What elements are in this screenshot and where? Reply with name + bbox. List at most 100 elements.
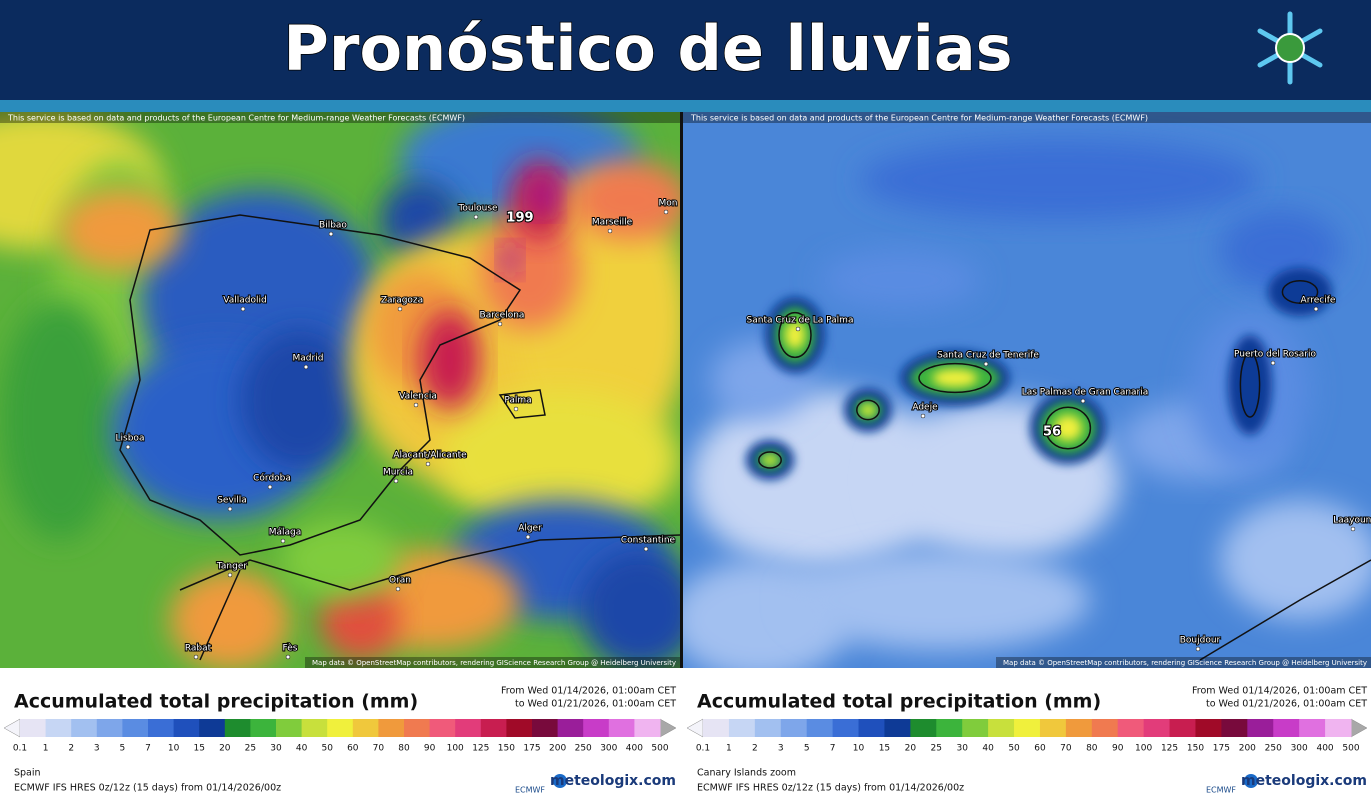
legend-tick: 3	[94, 744, 100, 754]
legend-tick: 60	[1034, 744, 1046, 754]
legend-tick: 90	[424, 744, 436, 754]
legend-cell	[71, 719, 98, 737]
place-label: Fès	[283, 643, 298, 654]
legend-cell	[806, 719, 834, 737]
place-dot	[1080, 398, 1086, 404]
legend-tick: 30	[270, 744, 282, 754]
coastline	[778, 311, 812, 359]
legend-tick: 1	[43, 744, 49, 754]
place-label: Alger	[518, 524, 542, 534]
place-label: Bilbao	[319, 221, 347, 231]
place-label: Lisboa	[116, 434, 145, 444]
legend-cell	[301, 719, 328, 737]
legend-cell	[20, 719, 47, 737]
legend-cell	[1014, 719, 1041, 737]
brand: meteologix.com	[550, 773, 676, 789]
legend-tick: 20	[219, 744, 231, 754]
place-dot	[525, 534, 531, 540]
place-label: Alacant/Alicante	[393, 451, 467, 461]
legend-tick: 5	[804, 744, 810, 754]
legend-tick: 5	[120, 744, 126, 754]
legend-tick: 175	[1213, 744, 1230, 754]
place-dot	[227, 506, 233, 512]
place-dot	[1350, 526, 1356, 532]
legend-tick: 100	[1135, 744, 1152, 754]
snow-logo	[1257, 11, 1323, 85]
legend-cell	[506, 719, 533, 737]
rain-area	[580, 550, 680, 668]
place-dot	[513, 406, 519, 412]
brand: meteologix.com	[1241, 773, 1367, 789]
legend-tick: 50	[321, 744, 333, 754]
legend-cell	[276, 719, 303, 737]
coastline	[119, 214, 680, 661]
place-dot	[285, 654, 291, 660]
legend-tick: 40	[982, 744, 994, 754]
place-label: Zaragoza	[381, 296, 423, 306]
coastline	[918, 362, 992, 394]
rain-area	[570, 160, 680, 240]
place-label: Puerto del Rosario	[1234, 350, 1316, 360]
legend-cell	[429, 719, 456, 737]
legend-cell	[455, 719, 482, 737]
place-label: Santa Cruz de La Palma	[747, 316, 854, 326]
legend-cell	[1325, 719, 1352, 737]
legend-cell	[199, 719, 226, 737]
place-label: Las Palmas de Gran Canaria	[1022, 388, 1149, 398]
place-dot	[607, 228, 613, 234]
legend-cell	[1169, 719, 1196, 737]
legend-tick: 25	[931, 744, 942, 754]
legend-title: Accumulated total precipitation (mm)	[14, 691, 418, 713]
brand-icon	[1244, 774, 1258, 788]
place-dot	[397, 306, 403, 312]
place-dot	[920, 413, 926, 419]
legend-arrow	[686, 718, 704, 738]
map-canary: Santa Cruz de La Palma Santa Cruz de Tene…	[683, 112, 1371, 668]
place-dot	[267, 484, 273, 490]
ecmwf-logo: ECMWF	[1206, 786, 1236, 795]
rain-area	[280, 520, 400, 600]
place-label: Oran	[389, 576, 411, 586]
date-from: From Wed 01/14/2026, 01:00am CET	[1192, 686, 1367, 697]
place-dot	[393, 478, 399, 484]
legend-tick: 400	[626, 744, 643, 754]
legend-cell	[1273, 719, 1300, 737]
legend-tick: 3	[778, 744, 784, 754]
max-label: 56	[1043, 425, 1061, 440]
rain-area	[820, 250, 980, 310]
legend-tick: 150	[498, 744, 515, 754]
legend-cell	[1143, 719, 1171, 737]
map-spain: Toulouse Bilbao Marseille Mon Valladolid Zara…	[0, 112, 680, 668]
place-dot	[663, 209, 669, 215]
rain-area	[860, 140, 1260, 220]
model-info: ECMWF IFS HRES 0z/12z (15 days) from 01/…	[14, 783, 281, 794]
place-dot	[395, 586, 401, 592]
legend-cell	[962, 719, 989, 737]
legend-cell	[557, 719, 584, 737]
place-dot	[280, 538, 286, 544]
rain-area	[480, 210, 580, 330]
rain-area	[1268, 268, 1332, 316]
attribution: This service is based on data and produc…	[7, 114, 465, 123]
legend-cell	[1065, 719, 1093, 737]
legend-cell	[1195, 719, 1222, 737]
legend-arrow	[1350, 718, 1368, 738]
place-label: Murcia	[383, 468, 413, 478]
legend-tick: 175	[523, 744, 540, 754]
legend-cell	[378, 719, 405, 737]
date-to: to Wed 01/21/2026, 01:00am CET	[515, 699, 676, 710]
credit-bg	[996, 657, 1371, 668]
place-label: Adeje	[912, 403, 938, 413]
place-label: Mon	[659, 199, 678, 209]
legend-tick: 500	[1342, 744, 1359, 754]
legend-tick: 250	[1265, 744, 1282, 754]
place-label: Santa Cruz de Tenerife	[937, 351, 1039, 361]
legend-cell	[1117, 719, 1145, 737]
ecmwf-logo: ECMWF	[515, 786, 545, 795]
legend-cell	[634, 719, 661, 737]
legend-tick: 90	[1112, 744, 1124, 754]
legend-tick: 300	[600, 744, 617, 754]
rain-area	[1054, 415, 1082, 441]
legend-cell	[532, 719, 559, 737]
